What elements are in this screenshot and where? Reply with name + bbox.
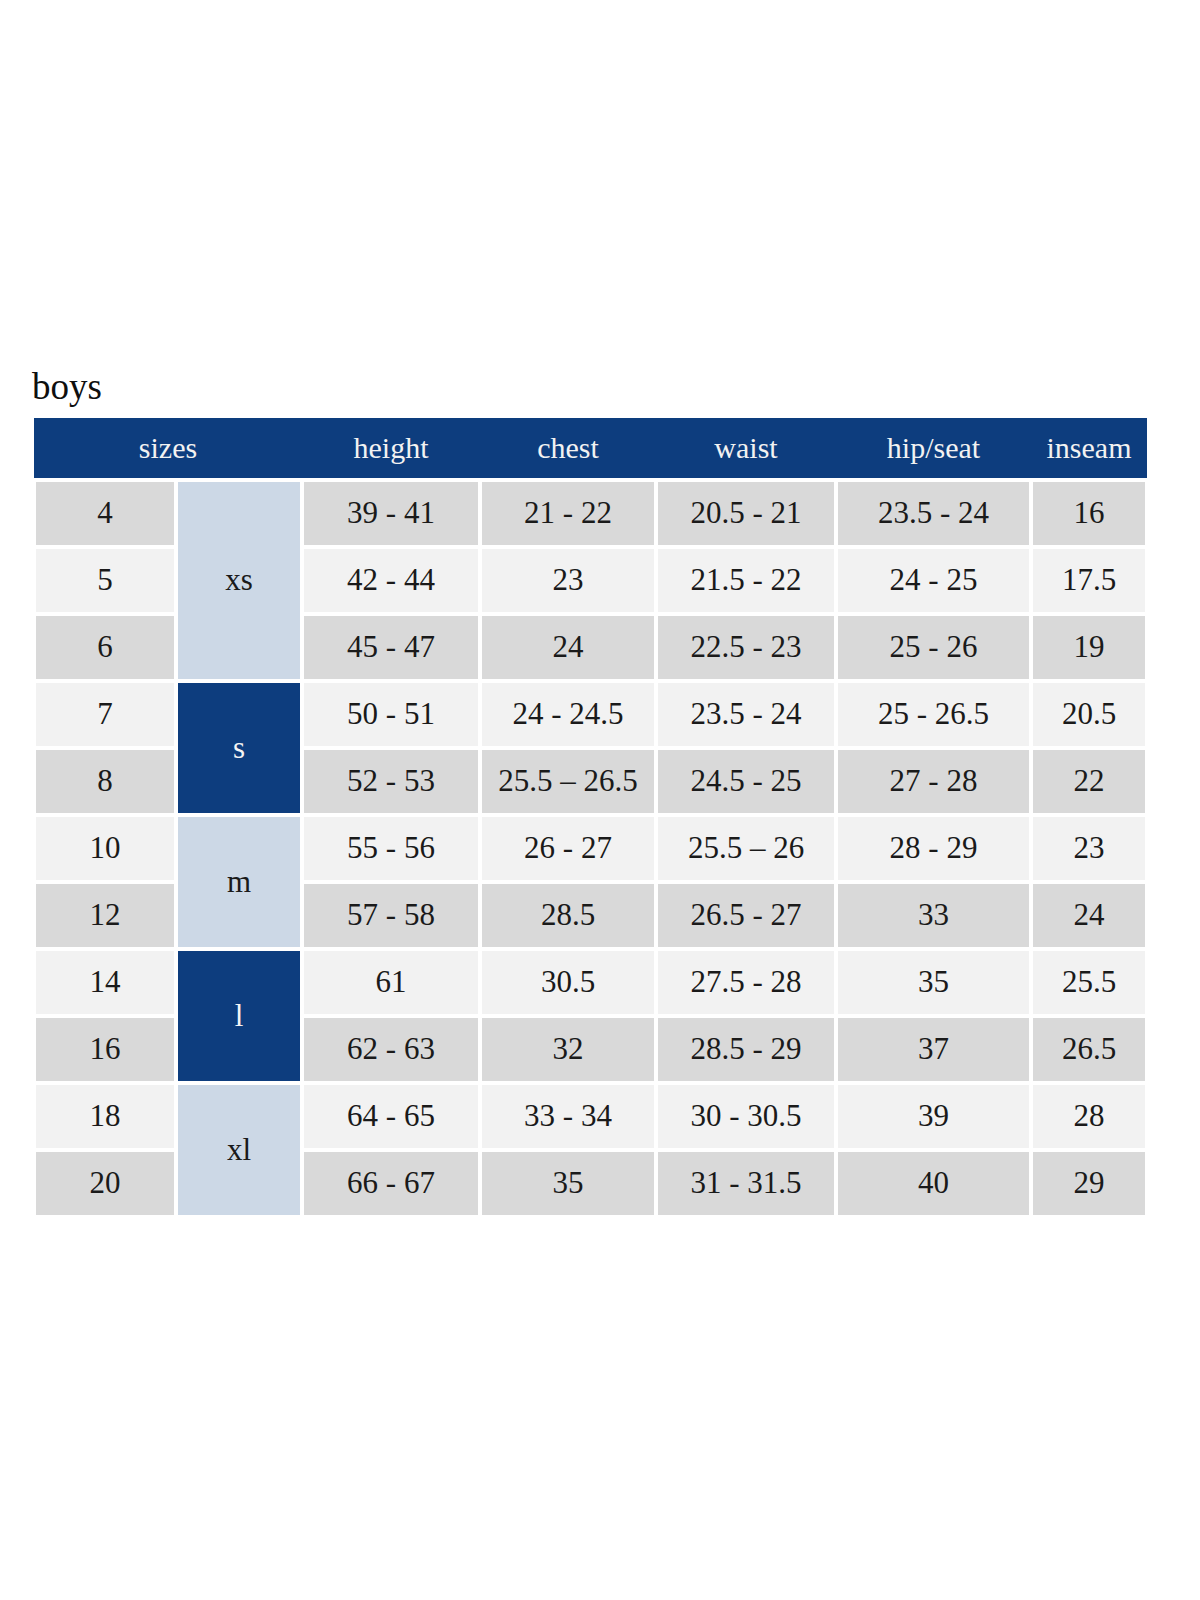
waist-cell: 23.5 - 24 xyxy=(656,681,836,748)
size-cell: 20 xyxy=(34,1150,176,1217)
size-group-cell-m: m xyxy=(176,815,302,949)
inseam-cell: 16 xyxy=(1031,480,1147,547)
column-header-height: height xyxy=(302,418,480,480)
hip-seat-cell: 28 - 29 xyxy=(836,815,1031,882)
waist-cell: 28.5 - 29 xyxy=(656,1016,836,1083)
table-row-size-10: 10 m 55 - 56 26 - 27 25.5 – 26 28 - 29 2… xyxy=(34,815,1147,882)
size-group-cell-l: l xyxy=(176,949,302,1083)
hip-seat-cell: 25 - 26 xyxy=(836,614,1031,681)
height-cell: 50 - 51 xyxy=(302,681,480,748)
table-row-size-7: 7 s 50 - 51 24 - 24.5 23.5 - 24 25 - 26.… xyxy=(34,681,1147,748)
height-cell: 55 - 56 xyxy=(302,815,480,882)
waist-cell: 22.5 - 23 xyxy=(656,614,836,681)
chest-cell: 21 - 22 xyxy=(480,480,656,547)
size-cell: 12 xyxy=(34,882,176,949)
size-cell: 18 xyxy=(34,1083,176,1150)
waist-cell: 26.5 - 27 xyxy=(656,882,836,949)
inseam-cell: 19 xyxy=(1031,614,1147,681)
chest-cell: 28.5 xyxy=(480,882,656,949)
size-cell: 7 xyxy=(34,681,176,748)
size-chart-section: boys sizes height chest waist hip/seat i xyxy=(32,366,1145,1219)
height-cell: 57 - 58 xyxy=(302,882,480,949)
waist-cell: 31 - 31.5 xyxy=(656,1150,836,1217)
inseam-cell: 22 xyxy=(1031,748,1147,815)
chest-cell: 24 xyxy=(480,614,656,681)
waist-cell: 27.5 - 28 xyxy=(656,949,836,1016)
page-title: boys xyxy=(32,366,1145,409)
column-header-chest: chest xyxy=(480,418,656,480)
size-group-cell-xl: xl xyxy=(176,1083,302,1217)
waist-cell: 20.5 - 21 xyxy=(656,480,836,547)
height-cell: 64 - 65 xyxy=(302,1083,480,1150)
hip-seat-cell: 23.5 - 24 xyxy=(836,480,1031,547)
table-row-size-18: 18 xl 64 - 65 33 - 34 30 - 30.5 39 28 xyxy=(34,1083,1147,1150)
table-row-size-4: 4 xs 39 - 41 21 - 22 20.5 - 21 23.5 - 24… xyxy=(34,480,1147,547)
height-cell: 61 xyxy=(302,949,480,1016)
inseam-cell: 25.5 xyxy=(1031,949,1147,1016)
hip-seat-cell: 33 xyxy=(836,882,1031,949)
hip-seat-cell: 24 - 25 xyxy=(836,547,1031,614)
chest-cell: 26 - 27 xyxy=(480,815,656,882)
size-cell: 6 xyxy=(34,614,176,681)
column-header-sizes: sizes xyxy=(34,418,302,480)
size-chart-table: sizes height chest waist hip/seat inseam… xyxy=(32,418,1149,1219)
inseam-cell: 24 xyxy=(1031,882,1147,949)
size-cell: 8 xyxy=(34,748,176,815)
height-cell: 39 - 41 xyxy=(302,480,480,547)
inseam-cell: 17.5 xyxy=(1031,547,1147,614)
inseam-cell: 20.5 xyxy=(1031,681,1147,748)
inseam-cell: 29 xyxy=(1031,1150,1147,1217)
waist-cell: 25.5 – 26 xyxy=(656,815,836,882)
chest-cell: 23 xyxy=(480,547,656,614)
height-cell: 66 - 67 xyxy=(302,1150,480,1217)
header-row: sizes height chest waist hip/seat inseam xyxy=(34,418,1147,480)
chest-cell: 24 - 24.5 xyxy=(480,681,656,748)
size-cell: 4 xyxy=(34,480,176,547)
height-cell: 62 - 63 xyxy=(302,1016,480,1083)
column-header-waist: waist xyxy=(656,418,836,480)
size-group-cell-s: s xyxy=(176,681,302,815)
chest-cell: 25.5 – 26.5 xyxy=(480,748,656,815)
waist-cell: 30 - 30.5 xyxy=(656,1083,836,1150)
table-row-size-14: 14 l 61 30.5 27.5 - 28 35 25.5 xyxy=(34,949,1147,1016)
hip-seat-cell: 39 xyxy=(836,1083,1031,1150)
hip-seat-cell: 35 xyxy=(836,949,1031,1016)
chest-cell: 32 xyxy=(480,1016,656,1083)
hip-seat-cell: 27 - 28 xyxy=(836,748,1031,815)
size-cell: 5 xyxy=(34,547,176,614)
chest-cell: 35 xyxy=(480,1150,656,1217)
column-header-inseam: inseam xyxy=(1031,418,1147,480)
waist-cell: 24.5 - 25 xyxy=(656,748,836,815)
size-group-cell-xs: xs xyxy=(176,480,302,681)
inseam-cell: 23 xyxy=(1031,815,1147,882)
waist-cell: 21.5 - 22 xyxy=(656,547,836,614)
height-cell: 52 - 53 xyxy=(302,748,480,815)
size-cell: 10 xyxy=(34,815,176,882)
size-cell: 16 xyxy=(34,1016,176,1083)
column-header-hip-seat: hip/seat xyxy=(836,418,1031,480)
chest-cell: 33 - 34 xyxy=(480,1083,656,1150)
hip-seat-cell: 25 - 26.5 xyxy=(836,681,1031,748)
size-cell: 14 xyxy=(34,949,176,1016)
height-cell: 45 - 47 xyxy=(302,614,480,681)
hip-seat-cell: 37 xyxy=(836,1016,1031,1083)
inseam-cell: 28 xyxy=(1031,1083,1147,1150)
page: boys sizes height chest waist hip/seat i xyxy=(0,0,1200,1600)
hip-seat-cell: 40 xyxy=(836,1150,1031,1217)
height-cell: 42 - 44 xyxy=(302,547,480,614)
chest-cell: 30.5 xyxy=(480,949,656,1016)
inseam-cell: 26.5 xyxy=(1031,1016,1147,1083)
